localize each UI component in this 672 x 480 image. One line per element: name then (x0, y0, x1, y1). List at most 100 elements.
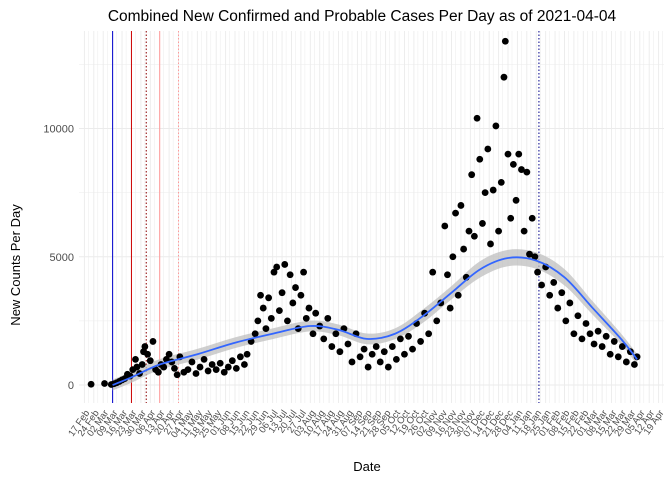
data-point (138, 361, 146, 368)
data-point (602, 332, 610, 340)
data-point (188, 358, 196, 366)
data-point (417, 338, 424, 345)
data-point (497, 178, 505, 186)
data-point (376, 358, 384, 366)
data-point (146, 357, 154, 365)
data-point (487, 240, 494, 248)
data-point (171, 364, 178, 372)
data-point (364, 363, 372, 371)
data-point (460, 245, 468, 253)
data-point (309, 330, 317, 338)
data-point (184, 366, 192, 374)
data-point (614, 353, 622, 361)
data-point (526, 250, 533, 258)
data-point (574, 312, 582, 320)
data-point (479, 220, 486, 227)
data-point (133, 363, 141, 371)
data-point (300, 268, 307, 276)
data-point (236, 353, 244, 361)
data-point (518, 166, 525, 173)
data-point (286, 271, 294, 279)
y-axis-title: New Counts Per Day (8, 204, 23, 326)
data-point (160, 363, 168, 371)
data-point (465, 227, 473, 235)
data-point (476, 155, 484, 163)
data-point (446, 304, 454, 312)
data-point (208, 361, 216, 368)
data-point (265, 294, 273, 302)
data-point (196, 363, 204, 371)
data-point (512, 196, 520, 204)
data-point (200, 355, 208, 363)
data-point (360, 345, 368, 353)
data-point (558, 289, 566, 297)
data-point (570, 330, 578, 338)
data-point (444, 271, 451, 279)
data-point (384, 363, 392, 371)
data-point (368, 350, 376, 358)
data-point (441, 222, 449, 230)
data-point (132, 355, 139, 363)
data-point (173, 371, 181, 379)
data-point (267, 314, 275, 322)
x-axis-title: Date (353, 459, 380, 474)
data-point (598, 343, 606, 350)
data-point (515, 150, 523, 158)
data-point (332, 330, 340, 338)
data-point (328, 343, 336, 350)
data-point (546, 291, 554, 299)
data-point (606, 350, 614, 358)
data-point (454, 291, 462, 299)
data-point (504, 150, 512, 158)
data-point (566, 299, 574, 307)
data-point (336, 348, 344, 356)
data-point (297, 291, 305, 299)
data-point (481, 189, 489, 197)
data-point (610, 338, 618, 345)
data-point (241, 361, 248, 368)
data-point (631, 361, 638, 368)
data-point (509, 161, 517, 168)
data-point (165, 350, 173, 358)
data-point (204, 367, 212, 375)
data-point (380, 348, 388, 356)
y-tick-label: 5000 (50, 252, 74, 264)
data-point (388, 343, 396, 350)
smooth-line-layer (112, 256, 638, 386)
data-point (243, 350, 251, 358)
data-point (531, 253, 539, 261)
data-point (405, 332, 412, 340)
points-layer (87, 37, 641, 388)
data-point (257, 291, 264, 299)
data-point (538, 281, 546, 289)
data-point (154, 368, 162, 376)
data-point (101, 380, 108, 387)
data-point (554, 304, 562, 312)
data-point (356, 353, 364, 361)
data-point (495, 227, 502, 235)
data-point (401, 350, 408, 358)
data-point (149, 338, 157, 345)
data-point (372, 343, 380, 350)
data-point (348, 358, 356, 366)
data-point (470, 232, 478, 240)
data-point (449, 253, 457, 261)
data-point (457, 202, 465, 209)
data-point (224, 363, 232, 371)
data-point (344, 340, 352, 348)
data-point (275, 307, 283, 315)
data-point (618, 343, 626, 350)
y-tick-label: 10000 (43, 123, 74, 135)
data-point (320, 335, 328, 343)
data-point (302, 314, 310, 322)
data-point (578, 335, 586, 343)
data-point (500, 73, 508, 81)
data-point (473, 114, 481, 122)
chart-title: Combined New Confirmed and Probable Case… (108, 8, 617, 25)
data-point (273, 263, 281, 271)
data-point (550, 279, 558, 286)
data-point (594, 327, 602, 335)
data-point (528, 214, 536, 222)
data-point (144, 350, 151, 358)
